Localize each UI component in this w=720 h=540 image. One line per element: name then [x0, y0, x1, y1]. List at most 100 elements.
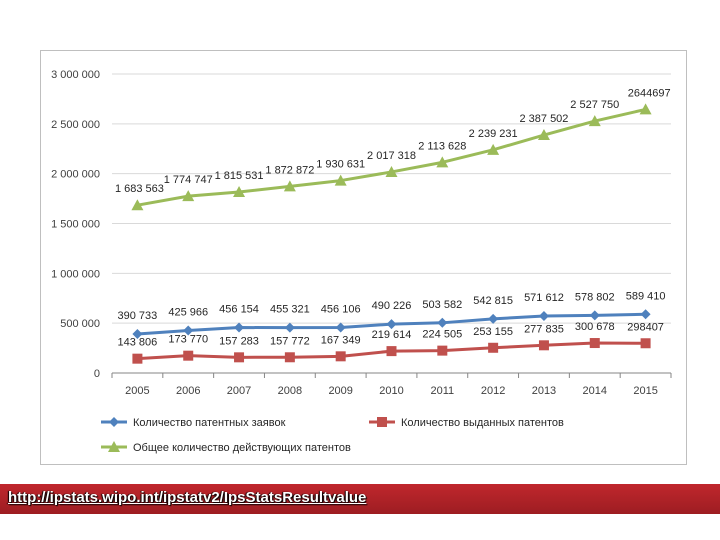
- data-label: 300 678: [575, 321, 615, 333]
- legend-label: Количество патентных заявок: [133, 417, 286, 429]
- data-point: [538, 340, 549, 351]
- source-link[interactable]: http://ipstats.wipo.int/ipstatv2/IpsStat…: [8, 489, 367, 506]
- data-point: [233, 186, 246, 198]
- data-label: 1 774 747: [164, 174, 213, 186]
- y-tick-label: 3 000 000: [51, 69, 100, 81]
- source-banner: http://ipstats.wipo.int/ipstatv2/IpsStat…: [0, 484, 720, 514]
- data-label: 1 872 872: [265, 164, 314, 176]
- data-label: 173 770: [168, 334, 208, 346]
- data-point: [334, 174, 347, 186]
- data-point: [131, 199, 144, 211]
- data-point: [436, 156, 449, 168]
- data-point: [640, 338, 651, 349]
- legend: Количество патентных заявок Количество вы…: [101, 417, 564, 454]
- legend-item: Количество выданных патентов: [369, 417, 564, 429]
- data-point: [589, 310, 600, 321]
- data-label: 1 815 531: [215, 170, 264, 182]
- data-point: [234, 352, 245, 363]
- axis-layer: 0 500 000 1 000 000 1 500 000 2 000 000 2 500…: [51, 69, 672, 397]
- data-point: [640, 309, 651, 320]
- x-tick-label: 2008: [278, 385, 302, 397]
- data-label: 157 283: [219, 335, 259, 347]
- data-label: 542 815: [473, 295, 513, 307]
- y-tick-label: 2 500 000: [51, 119, 100, 131]
- series-layer: [131, 103, 652, 364]
- legend-label: Количество выданных патентов: [401, 417, 564, 429]
- data-point: [538, 311, 549, 322]
- data-point: [284, 352, 295, 363]
- data-label: 578 802: [575, 291, 615, 303]
- legend-marker: [108, 441, 120, 452]
- data-label-layer: 390 733 425 966 456 154 455 321 456 106 490 2…: [115, 87, 671, 348]
- legend-label: Общее количество действующих патентов: [133, 442, 351, 454]
- data-label: 277 835: [524, 323, 564, 335]
- data-point: [132, 353, 143, 364]
- data-point: [589, 338, 600, 349]
- data-point: [639, 103, 652, 115]
- data-label: 456 106: [321, 304, 361, 316]
- x-tick-label: 2015: [633, 385, 657, 397]
- data-label: 157 772: [270, 335, 310, 347]
- data-label: 490 226: [372, 300, 412, 312]
- legend-item: Общее количество действующих патентов: [101, 441, 351, 454]
- data-label: 2644697: [628, 87, 671, 99]
- data-label: 1 930 631: [316, 159, 365, 171]
- data-point: [386, 319, 397, 330]
- data-label: 253 155: [473, 326, 513, 338]
- data-label: 2 387 502: [519, 113, 568, 125]
- x-tick-label: 2013: [532, 385, 556, 397]
- data-point: [335, 322, 346, 333]
- data-point: [132, 329, 143, 340]
- data-label: 2 527 750: [570, 99, 619, 111]
- data-point: [183, 325, 194, 336]
- legend-marker: [377, 417, 387, 427]
- data-label: 589 410: [626, 290, 666, 302]
- x-tick-label: 2011: [430, 385, 454, 397]
- y-tick-label: 1 500 000: [51, 219, 100, 231]
- data-label: 1 683 563: [115, 183, 164, 195]
- data-point: [537, 129, 550, 141]
- data-label: 425 966: [168, 307, 208, 319]
- data-label: 503 582: [422, 299, 462, 311]
- y-tick-label: 0: [94, 368, 100, 380]
- data-label: 143 806: [118, 337, 158, 349]
- data-label: 2 017 318: [367, 150, 416, 162]
- data-label: 2 239 231: [469, 128, 518, 140]
- line-chart: 0 500 000 1 000 000 1 500 000 2 000 000 2 500…: [51, 69, 672, 454]
- legend-item: Количество патентных заявок: [101, 417, 286, 429]
- chart-frame: 0 500 000 1 000 000 1 500 000 2 000 000 2 500…: [40, 50, 687, 465]
- data-label: 298407: [627, 321, 664, 333]
- data-label: 224 505: [422, 329, 462, 341]
- legend-marker: [109, 417, 119, 427]
- data-point: [183, 350, 194, 361]
- data-label: 455 321: [270, 304, 310, 316]
- x-tick-label: 2009: [328, 385, 352, 397]
- x-tick-label: 2006: [176, 385, 200, 397]
- data-label: 2 113 628: [418, 140, 466, 152]
- data-point: [234, 322, 245, 333]
- data-point: [386, 346, 397, 357]
- data-point: [385, 165, 398, 177]
- data-point: [437, 317, 448, 328]
- y-tick-label: 500 000: [60, 318, 100, 330]
- x-tick-label: 2005: [125, 385, 149, 397]
- data-point: [588, 115, 601, 127]
- data-label: 571 612: [524, 292, 564, 304]
- data-point: [488, 342, 499, 353]
- x-tick-label: 2007: [227, 385, 251, 397]
- x-tick-label: 2012: [481, 385, 505, 397]
- data-label: 390 733: [118, 310, 158, 322]
- data-point: [335, 351, 346, 362]
- data-point: [182, 190, 195, 202]
- y-tick-label: 2 000 000: [51, 169, 100, 181]
- data-point: [284, 322, 295, 333]
- data-point: [488, 313, 499, 324]
- y-tick-label: 1 000 000: [51, 268, 100, 280]
- data-point: [283, 180, 296, 192]
- data-point: [487, 143, 500, 155]
- data-label: 219 614: [372, 329, 412, 341]
- data-label: 167 349: [321, 334, 361, 346]
- data-point: [437, 345, 448, 356]
- data-label: 456 154: [219, 304, 259, 316]
- x-tick-label: 2014: [583, 385, 607, 397]
